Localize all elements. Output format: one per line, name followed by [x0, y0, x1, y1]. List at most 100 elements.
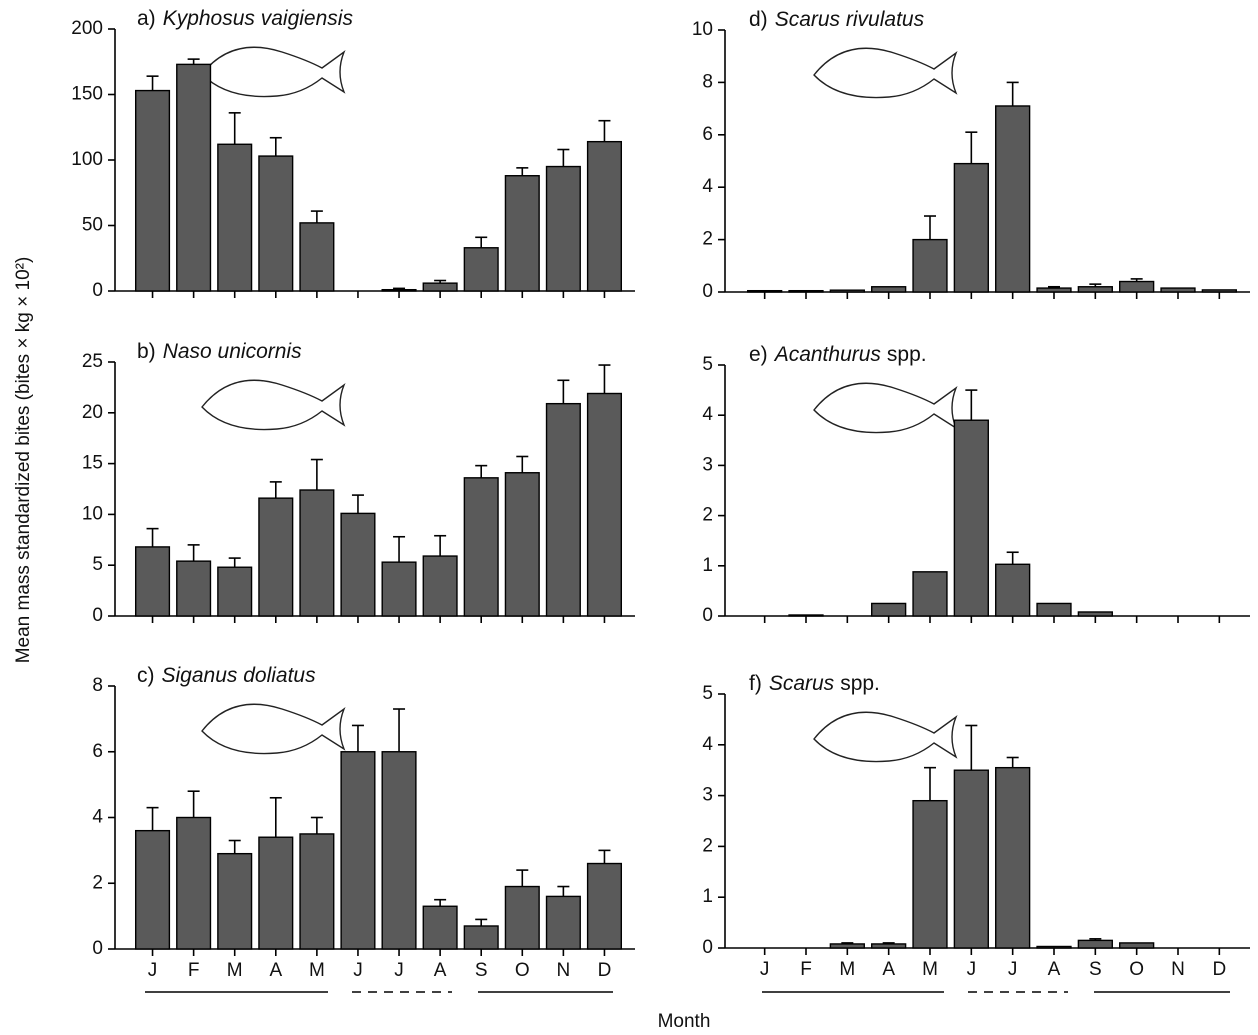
bar [504, 885, 540, 950]
x-tick-label: F [188, 960, 200, 981]
bar [545, 895, 581, 950]
x-tick-label: J [394, 960, 404, 981]
species-suffix: spp. [840, 672, 880, 695]
bar [134, 89, 171, 292]
species-name: Acanthurus [773, 343, 882, 366]
bar [995, 766, 1031, 949]
y-tick-label: 20 [82, 402, 103, 423]
bar [912, 238, 948, 293]
bar [422, 905, 458, 950]
x-tick-label: M [839, 959, 855, 980]
panel-label: c) [137, 664, 155, 687]
x-tick-label: O [515, 960, 530, 981]
y-tick-label: 0 [702, 605, 713, 626]
y-tick-label: 2 [702, 835, 713, 856]
x-tick-label: F [800, 959, 812, 980]
x-tick-label: O [1129, 959, 1144, 980]
y-tick-label: 0 [702, 281, 713, 302]
y-tick-label: 25 [82, 351, 103, 372]
bar [1036, 602, 1072, 617]
bar [871, 602, 907, 617]
panel-title: b) Naso unicornis [137, 340, 302, 363]
y-tick-label: 1 [702, 886, 713, 907]
bar [217, 852, 253, 950]
bar [422, 555, 458, 617]
bar [217, 143, 253, 292]
bar [871, 943, 907, 949]
y-tick-label: 200 [71, 18, 103, 39]
species-name: Kyphosus vaigiensis [163, 7, 354, 30]
bar [299, 489, 335, 617]
bar [1077, 611, 1113, 617]
x-tick-label: A [882, 959, 895, 980]
fish-icon [201, 46, 346, 98]
x-tick-label: A [269, 960, 282, 981]
bar [1119, 280, 1155, 293]
x-tick-label: S [475, 960, 488, 981]
bar [912, 571, 948, 617]
x-tick-label: J [967, 959, 977, 980]
bar [1036, 287, 1072, 293]
panel-label: b) [137, 340, 156, 363]
panel-title: c) Siganus doliatus [137, 664, 316, 687]
bar [463, 477, 499, 617]
bar [381, 561, 417, 617]
y-axis-label: Mean mass standardized bites (bites × kg… [13, 257, 34, 664]
bar [995, 105, 1031, 293]
x-tick-label: D [598, 960, 612, 981]
bar [258, 836, 294, 950]
y-tick-label: 1 [702, 555, 713, 576]
bar [871, 286, 907, 293]
bar [912, 799, 948, 949]
x-tick-label: S [1089, 959, 1102, 980]
x-tick-label: N [557, 960, 571, 981]
bar [134, 546, 171, 617]
bar [258, 497, 294, 617]
y-tick-label: 5 [702, 354, 713, 375]
x-tick-label: D [1212, 959, 1226, 980]
fish-icon [813, 382, 958, 434]
x-tick-label: J [148, 960, 158, 981]
x-axis-label: Month [658, 1011, 711, 1032]
bar [340, 751, 376, 950]
bar [545, 402, 581, 617]
bar [829, 289, 865, 293]
bar [463, 925, 499, 950]
panel-label: f) [749, 672, 762, 695]
bar [258, 155, 294, 292]
species-name: Siganus doliatus [162, 664, 317, 687]
panel-title: f) Scarus spp. [749, 672, 880, 695]
fish-icon [813, 47, 958, 99]
bar [504, 472, 540, 617]
bar [788, 614, 824, 617]
bar [299, 833, 335, 950]
bar [381, 751, 417, 950]
y-tick-label: 0 [702, 937, 713, 958]
y-tick-label: 8 [702, 71, 713, 92]
bar [381, 288, 417, 292]
panel-title: a) Kyphosus vaigiensis [137, 7, 353, 30]
fish-icon [813, 711, 958, 763]
bar [788, 289, 824, 293]
x-tick-label: A [434, 960, 447, 981]
panel-label: d) [749, 8, 768, 31]
y-tick-label: 6 [92, 741, 103, 762]
y-tick-label: 3 [702, 785, 713, 806]
bar [504, 175, 540, 292]
x-tick-label: J [1008, 959, 1018, 980]
y-tick-label: 2 [702, 505, 713, 526]
bar [953, 162, 989, 293]
bar [545, 165, 581, 292]
species-suffix: spp. [887, 343, 927, 366]
species-name: Scarus [769, 672, 835, 695]
y-tick-label: 8 [92, 675, 103, 696]
bar [422, 282, 458, 292]
x-tick-label: M [309, 960, 325, 981]
x-tick-label: J [353, 960, 363, 981]
bar [1160, 287, 1196, 293]
bar [176, 560, 212, 617]
y-tick-label: 2 [92, 872, 103, 893]
panel-label: a) [137, 7, 156, 30]
x-tick-label: A [1048, 959, 1061, 980]
y-tick-label: 4 [702, 734, 713, 755]
